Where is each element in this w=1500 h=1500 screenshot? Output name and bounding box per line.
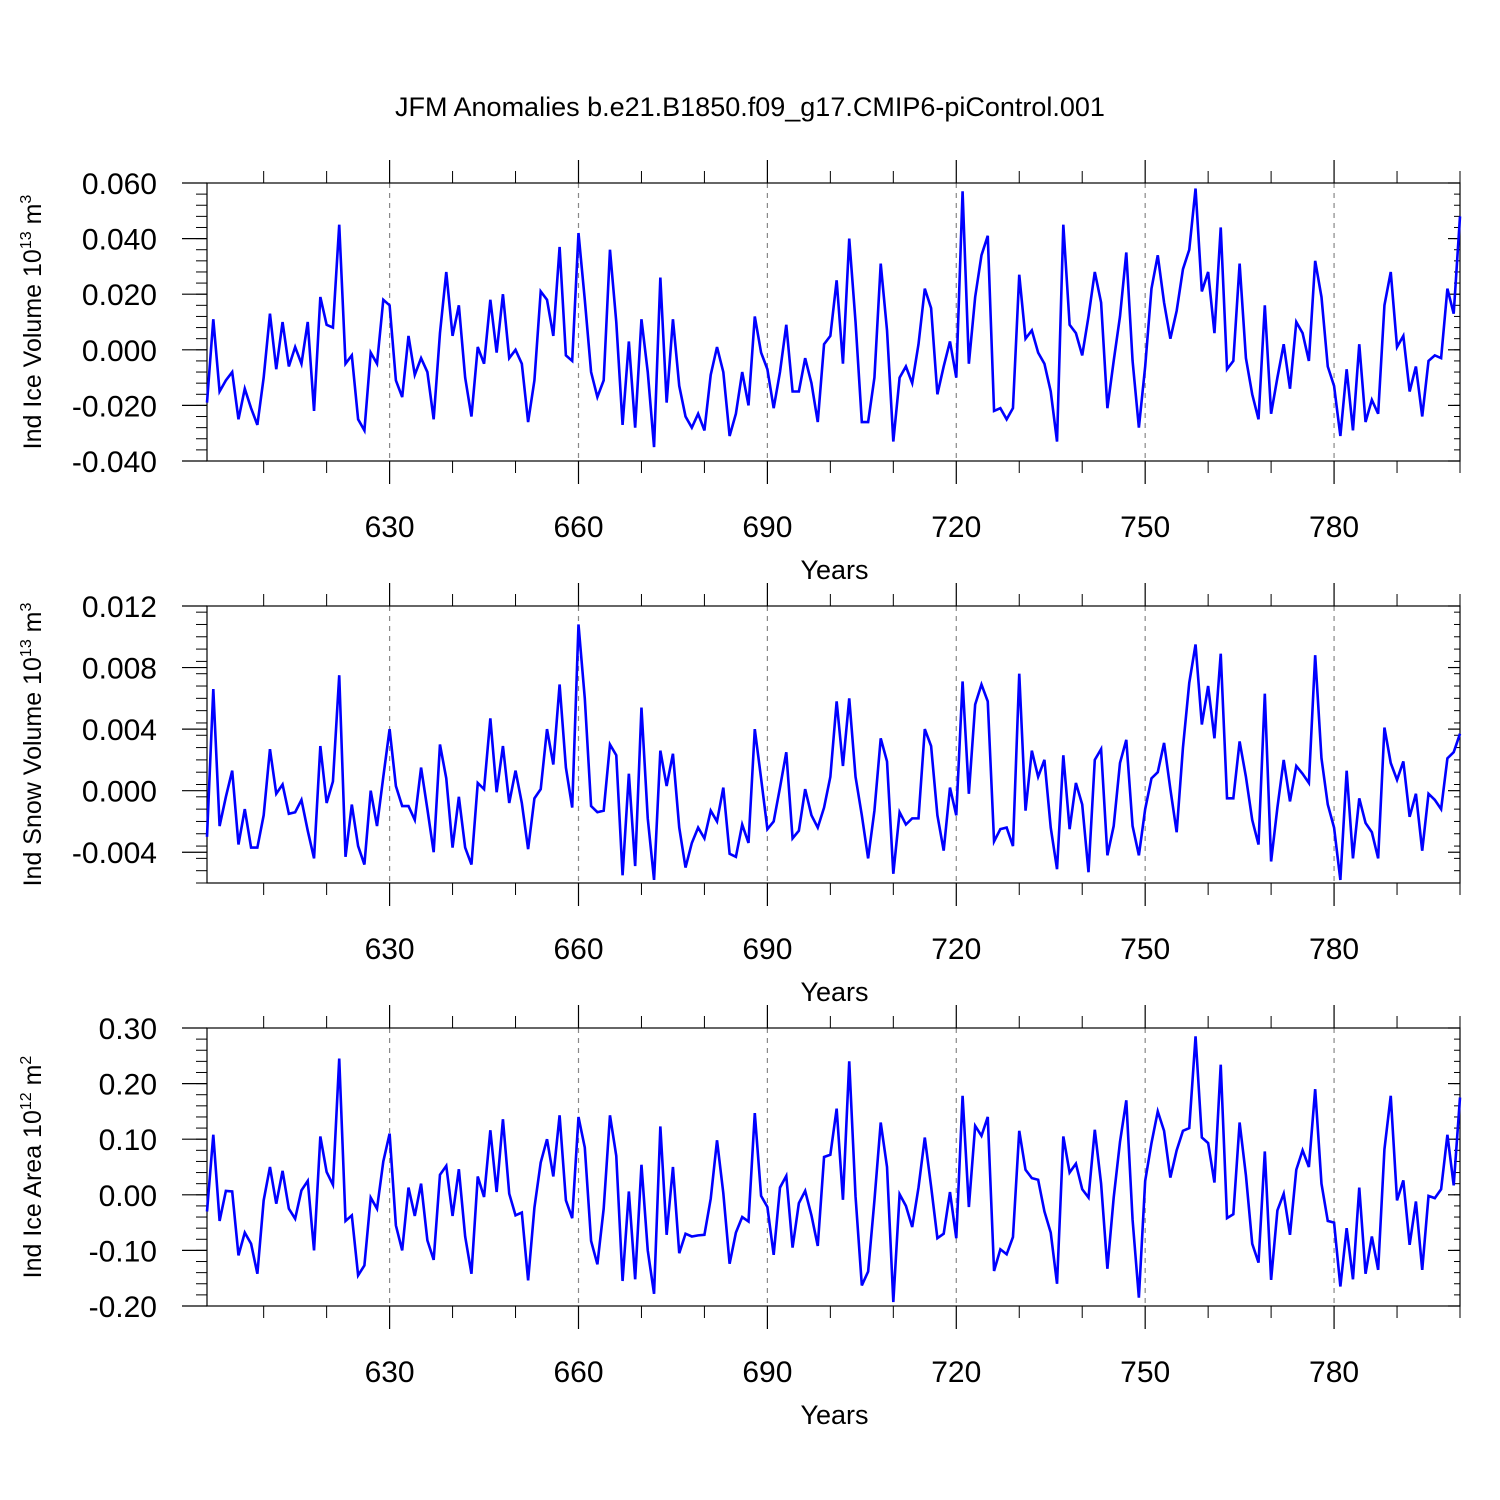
chart-title: JFM Anomalies b.e21.B1850.f09_g17.CMIP6-… bbox=[395, 92, 1105, 122]
plot-frame bbox=[206, 605, 1461, 884]
y-tick-label: -0.040 bbox=[72, 446, 157, 479]
y-tick-label: -0.10 bbox=[89, 1235, 157, 1268]
y-axis-label-unit: m bbox=[19, 612, 47, 640]
y-tick-label: 0.008 bbox=[82, 653, 157, 686]
y-tick-label: -0.20 bbox=[89, 1291, 157, 1324]
y-tick-label: 0.040 bbox=[82, 224, 157, 257]
x-tick-label: 630 bbox=[365, 511, 415, 544]
x-tick-label: 720 bbox=[931, 933, 981, 966]
panel-snow-volume: -0.004 0.000 0.004 0.008 0.012 630 660 690 720 75… bbox=[18, 583, 1462, 1007]
y-tick-label: 0.060 bbox=[82, 168, 157, 201]
x-tick-label: 750 bbox=[1120, 933, 1170, 966]
y-axis-label-main: Ind Snow Volume 10 bbox=[19, 657, 47, 886]
x-tick-label: 780 bbox=[1309, 933, 1359, 966]
x-tick-label: 630 bbox=[365, 1356, 415, 1389]
plot-frame bbox=[206, 182, 1461, 462]
y-tick-label: -0.020 bbox=[72, 390, 157, 423]
y-axis-label: Ind Ice Area 1012 m2 bbox=[18, 1056, 47, 1279]
y-axis-label: Ind Ice Volume 1013 m3 bbox=[18, 195, 47, 450]
y-tick-label: -0.004 bbox=[72, 837, 157, 870]
series-line bbox=[205, 1036, 1462, 1303]
x-tick-label: 660 bbox=[553, 933, 603, 966]
x-tick-label: 660 bbox=[553, 511, 603, 544]
y-tick-label: 0.012 bbox=[82, 591, 157, 624]
y-axis-label-unit-exp: 3 bbox=[18, 603, 35, 612]
y-tick-label: 0.30 bbox=[99, 1013, 157, 1046]
x-axis-label: Years bbox=[800, 977, 868, 1007]
y-axis-label-exp: 13 bbox=[18, 639, 35, 657]
panel-ice-volume: -0.040 -0.020 0.000 0.020 0.040 0.060 630 660 69… bbox=[18, 160, 1462, 585]
x-tick-label: 750 bbox=[1120, 511, 1170, 544]
y-axis-label-unit-exp: 2 bbox=[18, 1056, 35, 1065]
y-tick-label: 0.00 bbox=[99, 1180, 157, 1213]
y-tick-label: 0.000 bbox=[82, 776, 157, 809]
x-tick-label: 720 bbox=[931, 511, 981, 544]
y-axis-label: Ind Snow Volume 1013 m3 bbox=[18, 603, 47, 887]
y-axis-label-main: Ind Ice Area 10 bbox=[19, 1110, 47, 1278]
x-tick-label: 750 bbox=[1120, 1356, 1170, 1389]
y-axis-label-exp: 13 bbox=[18, 231, 35, 249]
x-tick-label: 690 bbox=[742, 1356, 792, 1389]
y-tick-label: 0.20 bbox=[99, 1069, 157, 1102]
y-tick-label: 0.020 bbox=[82, 279, 157, 312]
x-axis-label: Years bbox=[800, 1400, 868, 1430]
y-tick-label: 0.000 bbox=[82, 335, 157, 368]
x-tick-label: 690 bbox=[742, 511, 792, 544]
x-tick-label: 630 bbox=[365, 933, 415, 966]
y-axis-label-exp: 12 bbox=[18, 1092, 35, 1110]
x-tick-label: 660 bbox=[553, 1356, 603, 1389]
panel-ice-area: -0.20 -0.10 0.00 0.10 0.20 0.30 630 660 690 720 75… bbox=[18, 1005, 1462, 1430]
x-tick-label: 780 bbox=[1309, 511, 1359, 544]
x-tick-label: 780 bbox=[1309, 1356, 1359, 1389]
x-axis-label: Years bbox=[800, 555, 868, 585]
y-axis-label-unit: m bbox=[19, 1065, 47, 1093]
y-axis-label-unit-exp: 3 bbox=[18, 195, 35, 204]
y-axis-label-unit: m bbox=[19, 204, 47, 232]
plot-frame bbox=[206, 1027, 1461, 1307]
y-tick-label: 0.10 bbox=[99, 1124, 157, 1157]
series-line bbox=[205, 624, 1462, 881]
series-line bbox=[205, 188, 1462, 448]
x-tick-label: 690 bbox=[742, 933, 792, 966]
y-tick-label: 0.004 bbox=[82, 714, 157, 747]
y-axis-label-main: Ind Ice Volume 10 bbox=[19, 249, 47, 449]
x-tick-label: 720 bbox=[931, 1356, 981, 1389]
